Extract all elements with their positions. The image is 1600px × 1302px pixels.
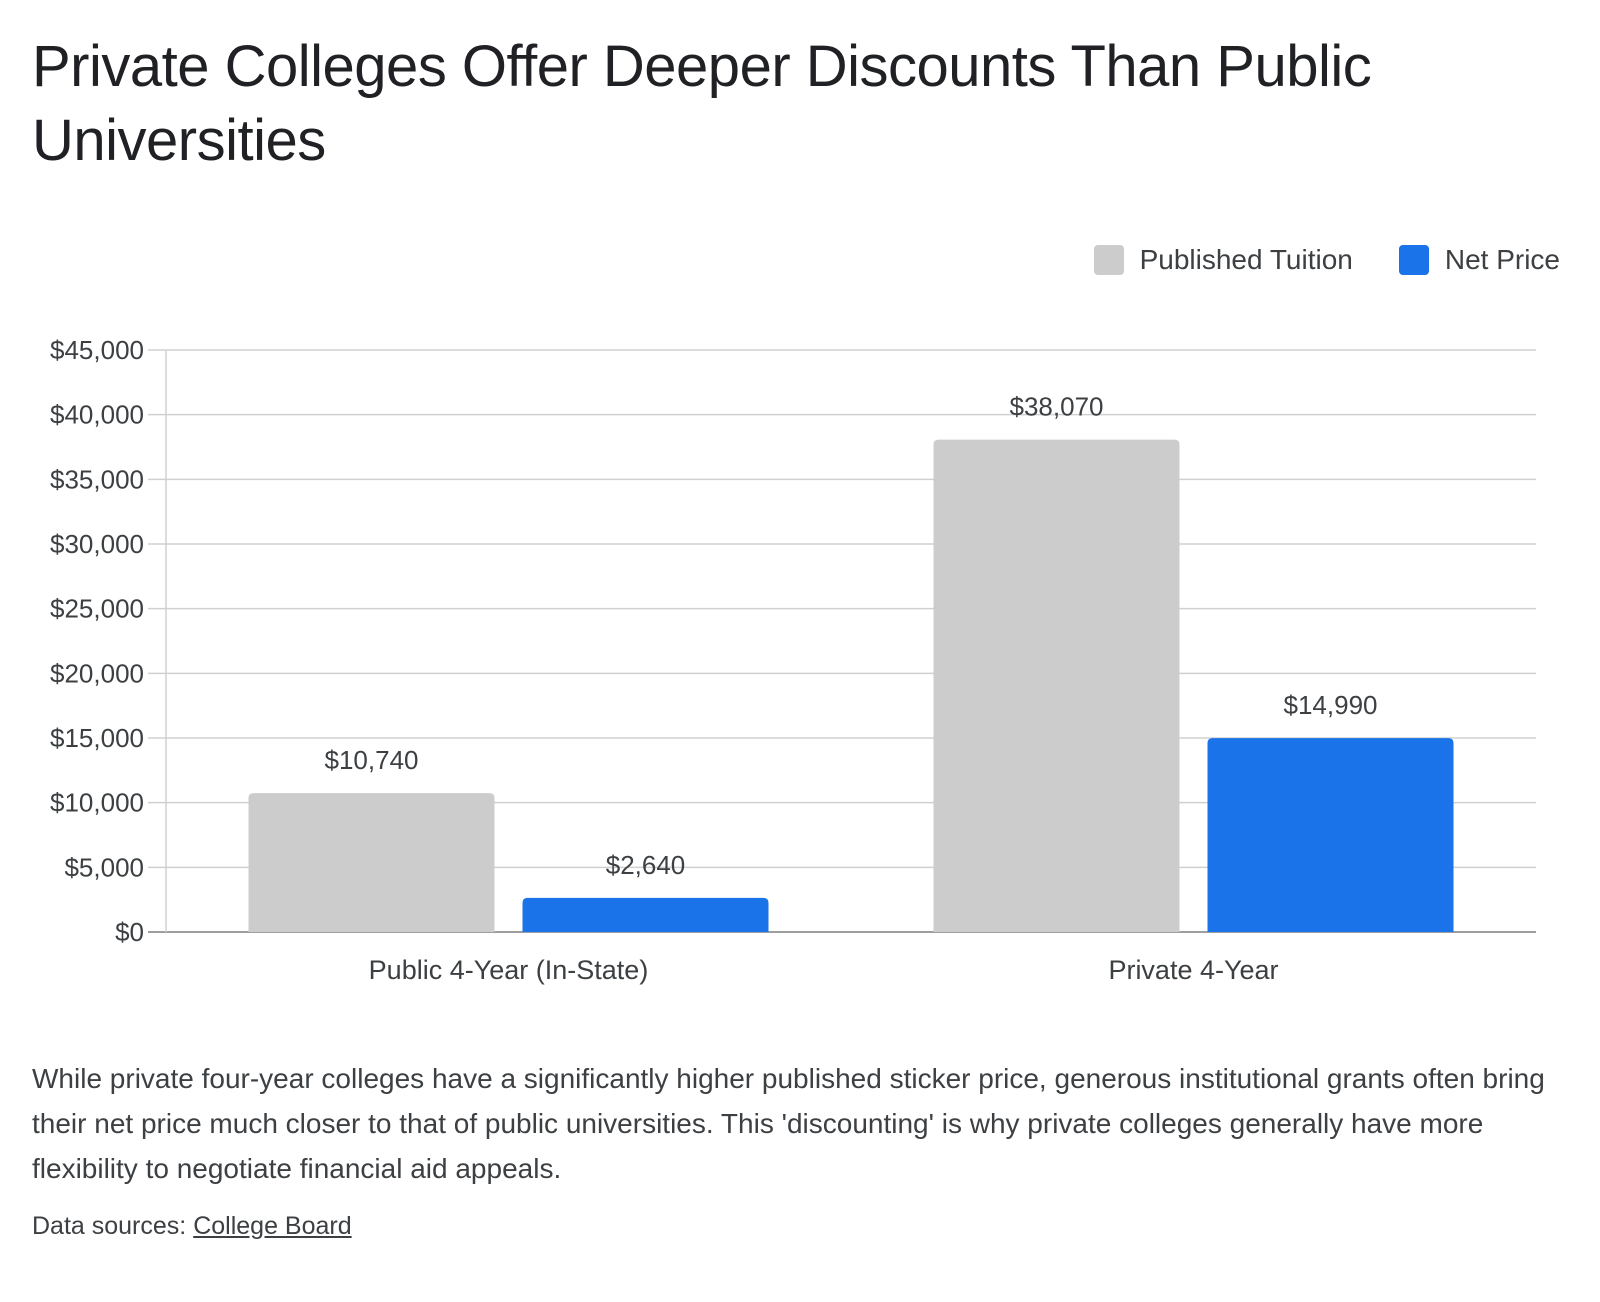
- y-tick-label: $10,000: [50, 788, 144, 818]
- legend-item-published-tuition[interactable]: Published Tuition: [1093, 244, 1353, 276]
- data-source-link[interactable]: College Board: [193, 1212, 352, 1240]
- y-tick-label: $25,000: [50, 594, 144, 624]
- chart-description: While private four-year colleges have a …: [32, 1063, 1545, 1184]
- y-axis-tick-labels: $0 $5,000 $10,000 $15,000 $20,000 $25,000 $30,…: [50, 335, 144, 947]
- bar-net-price-public[interactable]: [522, 897, 769, 932]
- x-category-label: Public 4-Year (In-State): [369, 955, 649, 985]
- bar-published-tuition-public[interactable]: [248, 793, 495, 932]
- legend-swatch-net-price: [1398, 245, 1429, 275]
- legend-swatch-published-tuition: [1093, 245, 1124, 275]
- data-sources-prefix: Data sources:: [32, 1212, 187, 1240]
- data-labels: $10,740 $2,640 $38,070 $14,990: [325, 392, 1378, 880]
- chart-title: Private Colleges Offer Deeper Discounts …: [32, 34, 1372, 173]
- y-tick-label: $0: [115, 917, 144, 947]
- y-tick-label: $35,000: [50, 464, 144, 494]
- legend-label-net-price: Net Price: [1444, 244, 1560, 275]
- legend: Published Tuition Net Price: [1048, 244, 1560, 276]
- bars: [248, 439, 1454, 932]
- bar-net-price-private[interactable]: [1207, 738, 1454, 932]
- y-tick-label: $15,000: [50, 723, 144, 753]
- data-label-published-tuition-public: $10,740: [325, 745, 419, 775]
- legend-label-published-tuition: Published Tuition: [1139, 244, 1353, 275]
- y-tick-label: $20,000: [50, 658, 144, 688]
- data-label-net-price-public: $2,640: [606, 850, 686, 880]
- data-sources: Data sources: College Board: [32, 1212, 352, 1241]
- data-label-published-tuition-private: $38,070: [1010, 392, 1104, 422]
- y-tick-label: $5,000: [64, 852, 144, 882]
- data-label-net-price-private: $14,990: [1284, 690, 1378, 720]
- bar-chart: $0 $5,000 $10,000 $15,000 $20,000 $25,000 $30,…: [50, 335, 1536, 985]
- x-axis-category-labels: Public 4-Year (In-State) Private 4-Year: [369, 955, 1279, 985]
- y-tick-label: $40,000: [50, 400, 144, 430]
- x-category-label: Private 4-Year: [1108, 955, 1278, 985]
- legend-item-net-price[interactable]: Net Price: [1398, 244, 1560, 276]
- bar-published-tuition-private[interactable]: [933, 439, 1180, 932]
- y-tick-label: $30,000: [50, 529, 144, 559]
- y-tick-label: $45,000: [50, 335, 144, 365]
